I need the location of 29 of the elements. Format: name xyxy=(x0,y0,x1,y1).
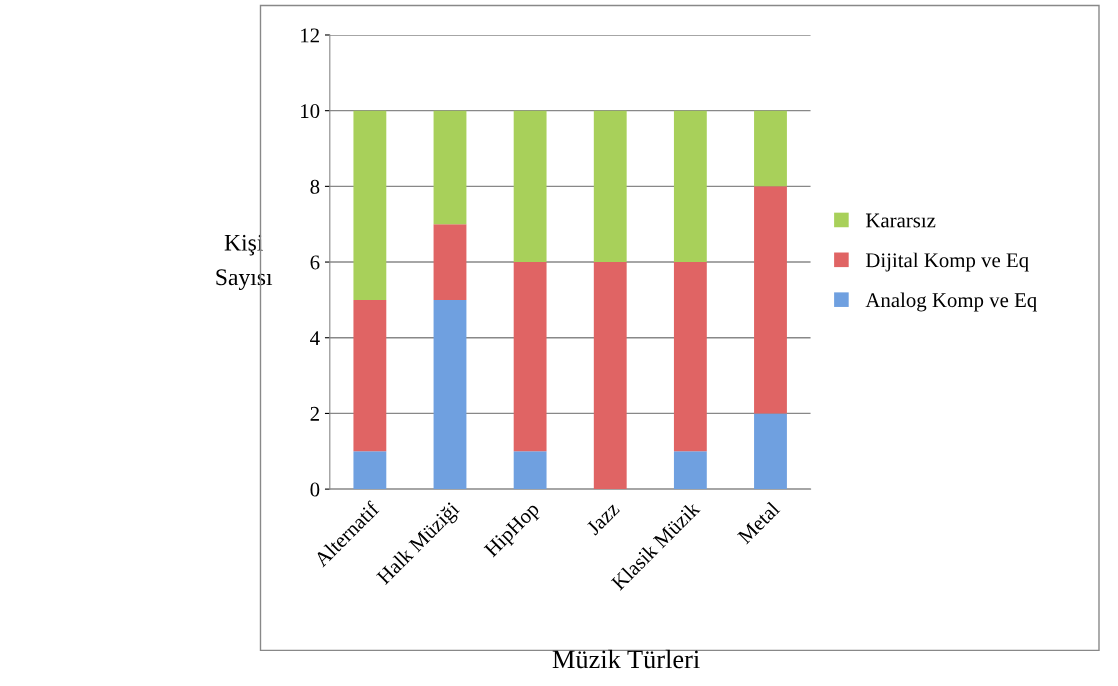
y-tick-label: 6 xyxy=(310,255,320,270)
bar xyxy=(513,110,547,263)
bar xyxy=(433,224,467,300)
bar xyxy=(353,299,387,452)
bar xyxy=(433,299,467,490)
bar xyxy=(673,262,707,452)
y-tick-label: 10 xyxy=(301,104,320,119)
bar xyxy=(673,110,707,263)
x-axis-title: Müzik Türleri xyxy=(552,649,700,669)
y-tick-label: 4 xyxy=(310,331,320,345)
y-tick-label: 2 xyxy=(310,406,319,421)
bar xyxy=(754,110,787,187)
legend-label: Dijital Komp ve Eq xyxy=(865,252,1029,272)
bar xyxy=(513,451,547,490)
x-tick-label: Jazz xyxy=(585,501,621,536)
y-tick-label: 0 xyxy=(310,482,320,497)
bar xyxy=(433,110,467,225)
y-tick-label: 12 xyxy=(301,28,319,43)
bar xyxy=(593,110,627,263)
legend-label: Kararsız xyxy=(865,213,936,228)
y-tick-label: 8 xyxy=(310,179,320,194)
bar xyxy=(353,451,387,490)
bar xyxy=(754,186,787,414)
bar xyxy=(673,451,707,490)
bar xyxy=(513,262,547,452)
legend-label: Analog Komp ve Eq xyxy=(865,292,1037,312)
bar xyxy=(353,110,387,300)
bar xyxy=(593,262,627,490)
bar xyxy=(754,413,787,490)
